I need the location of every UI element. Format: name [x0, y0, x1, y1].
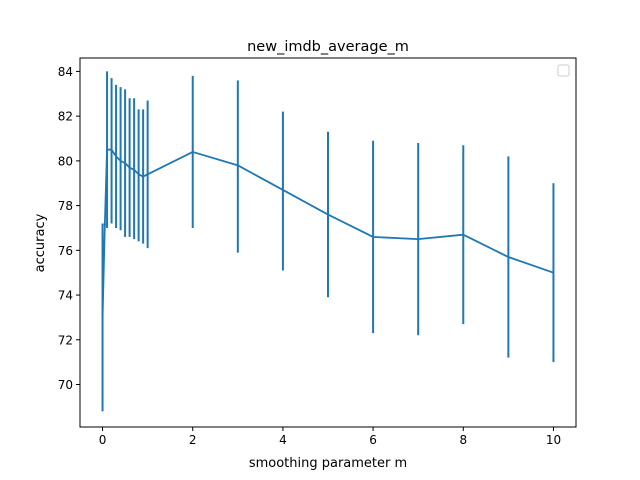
y-tick-label-76: 76 [58, 244, 73, 258]
y-tick-label-74: 74 [58, 289, 73, 303]
legend-box [557, 64, 570, 77]
x-tick-label-4: 4 [279, 433, 287, 447]
y-axis-label: accuracy [33, 213, 48, 272]
chart-title: new_imdb_average_m [247, 39, 409, 55]
y-axis: 70 72 74 76 78 80 82 84 [58, 65, 80, 392]
x-axis-label: smoothing parameter m [249, 456, 407, 471]
x-tick-label-10: 10 [546, 433, 561, 447]
y-tick-label-80: 80 [58, 154, 73, 168]
x-tick-label-2: 2 [189, 433, 197, 447]
axes-frame [79, 57, 577, 428]
y-tick-label-72: 72 [58, 333, 73, 347]
y-tick-label-78: 78 [58, 199, 73, 213]
x-tick-label-8: 8 [459, 433, 467, 447]
y-tick-label-82: 82 [58, 110, 73, 124]
x-tick-label-0: 0 [99, 433, 107, 447]
y-tick-label-70: 70 [58, 378, 73, 392]
x-tick-label-6: 6 [369, 433, 377, 447]
series-line-0 [101, 148, 554, 318]
x-axis: 0 2 4 6 8 10 [99, 427, 561, 447]
y-tick-label-84: 84 [58, 65, 73, 79]
plot-area [101, 71, 555, 412]
